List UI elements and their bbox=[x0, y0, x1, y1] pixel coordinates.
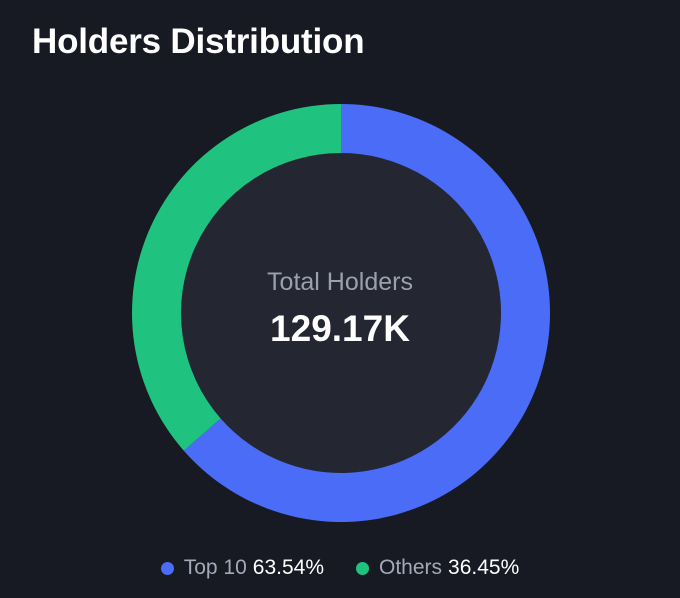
legend-dot-icon bbox=[356, 561, 370, 575]
legend-label: Top 10 bbox=[183, 556, 247, 579]
legend-value: 36.45% bbox=[448, 556, 520, 579]
legend-item-others[interactable]: Others 36.45% bbox=[356, 556, 519, 580]
legend-label: Others bbox=[379, 556, 443, 579]
legend-item-top-10[interactable]: Top 10 63.54% bbox=[160, 556, 325, 580]
donut-slice-others[interactable] bbox=[132, 104, 341, 451]
chart-legend: Top 10 63.54% Others 36.45% bbox=[0, 556, 680, 580]
legend-dot-icon bbox=[160, 561, 174, 575]
donut-slice-top-10[interactable] bbox=[183, 104, 551, 522]
center-label: Total Holders bbox=[267, 268, 413, 296]
chart-title: Holders Distribution bbox=[32, 22, 365, 61]
donut-inner-disc bbox=[181, 153, 501, 473]
legend-value: 63.54% bbox=[252, 556, 325, 579]
center-value: 129.17K bbox=[270, 308, 410, 349]
